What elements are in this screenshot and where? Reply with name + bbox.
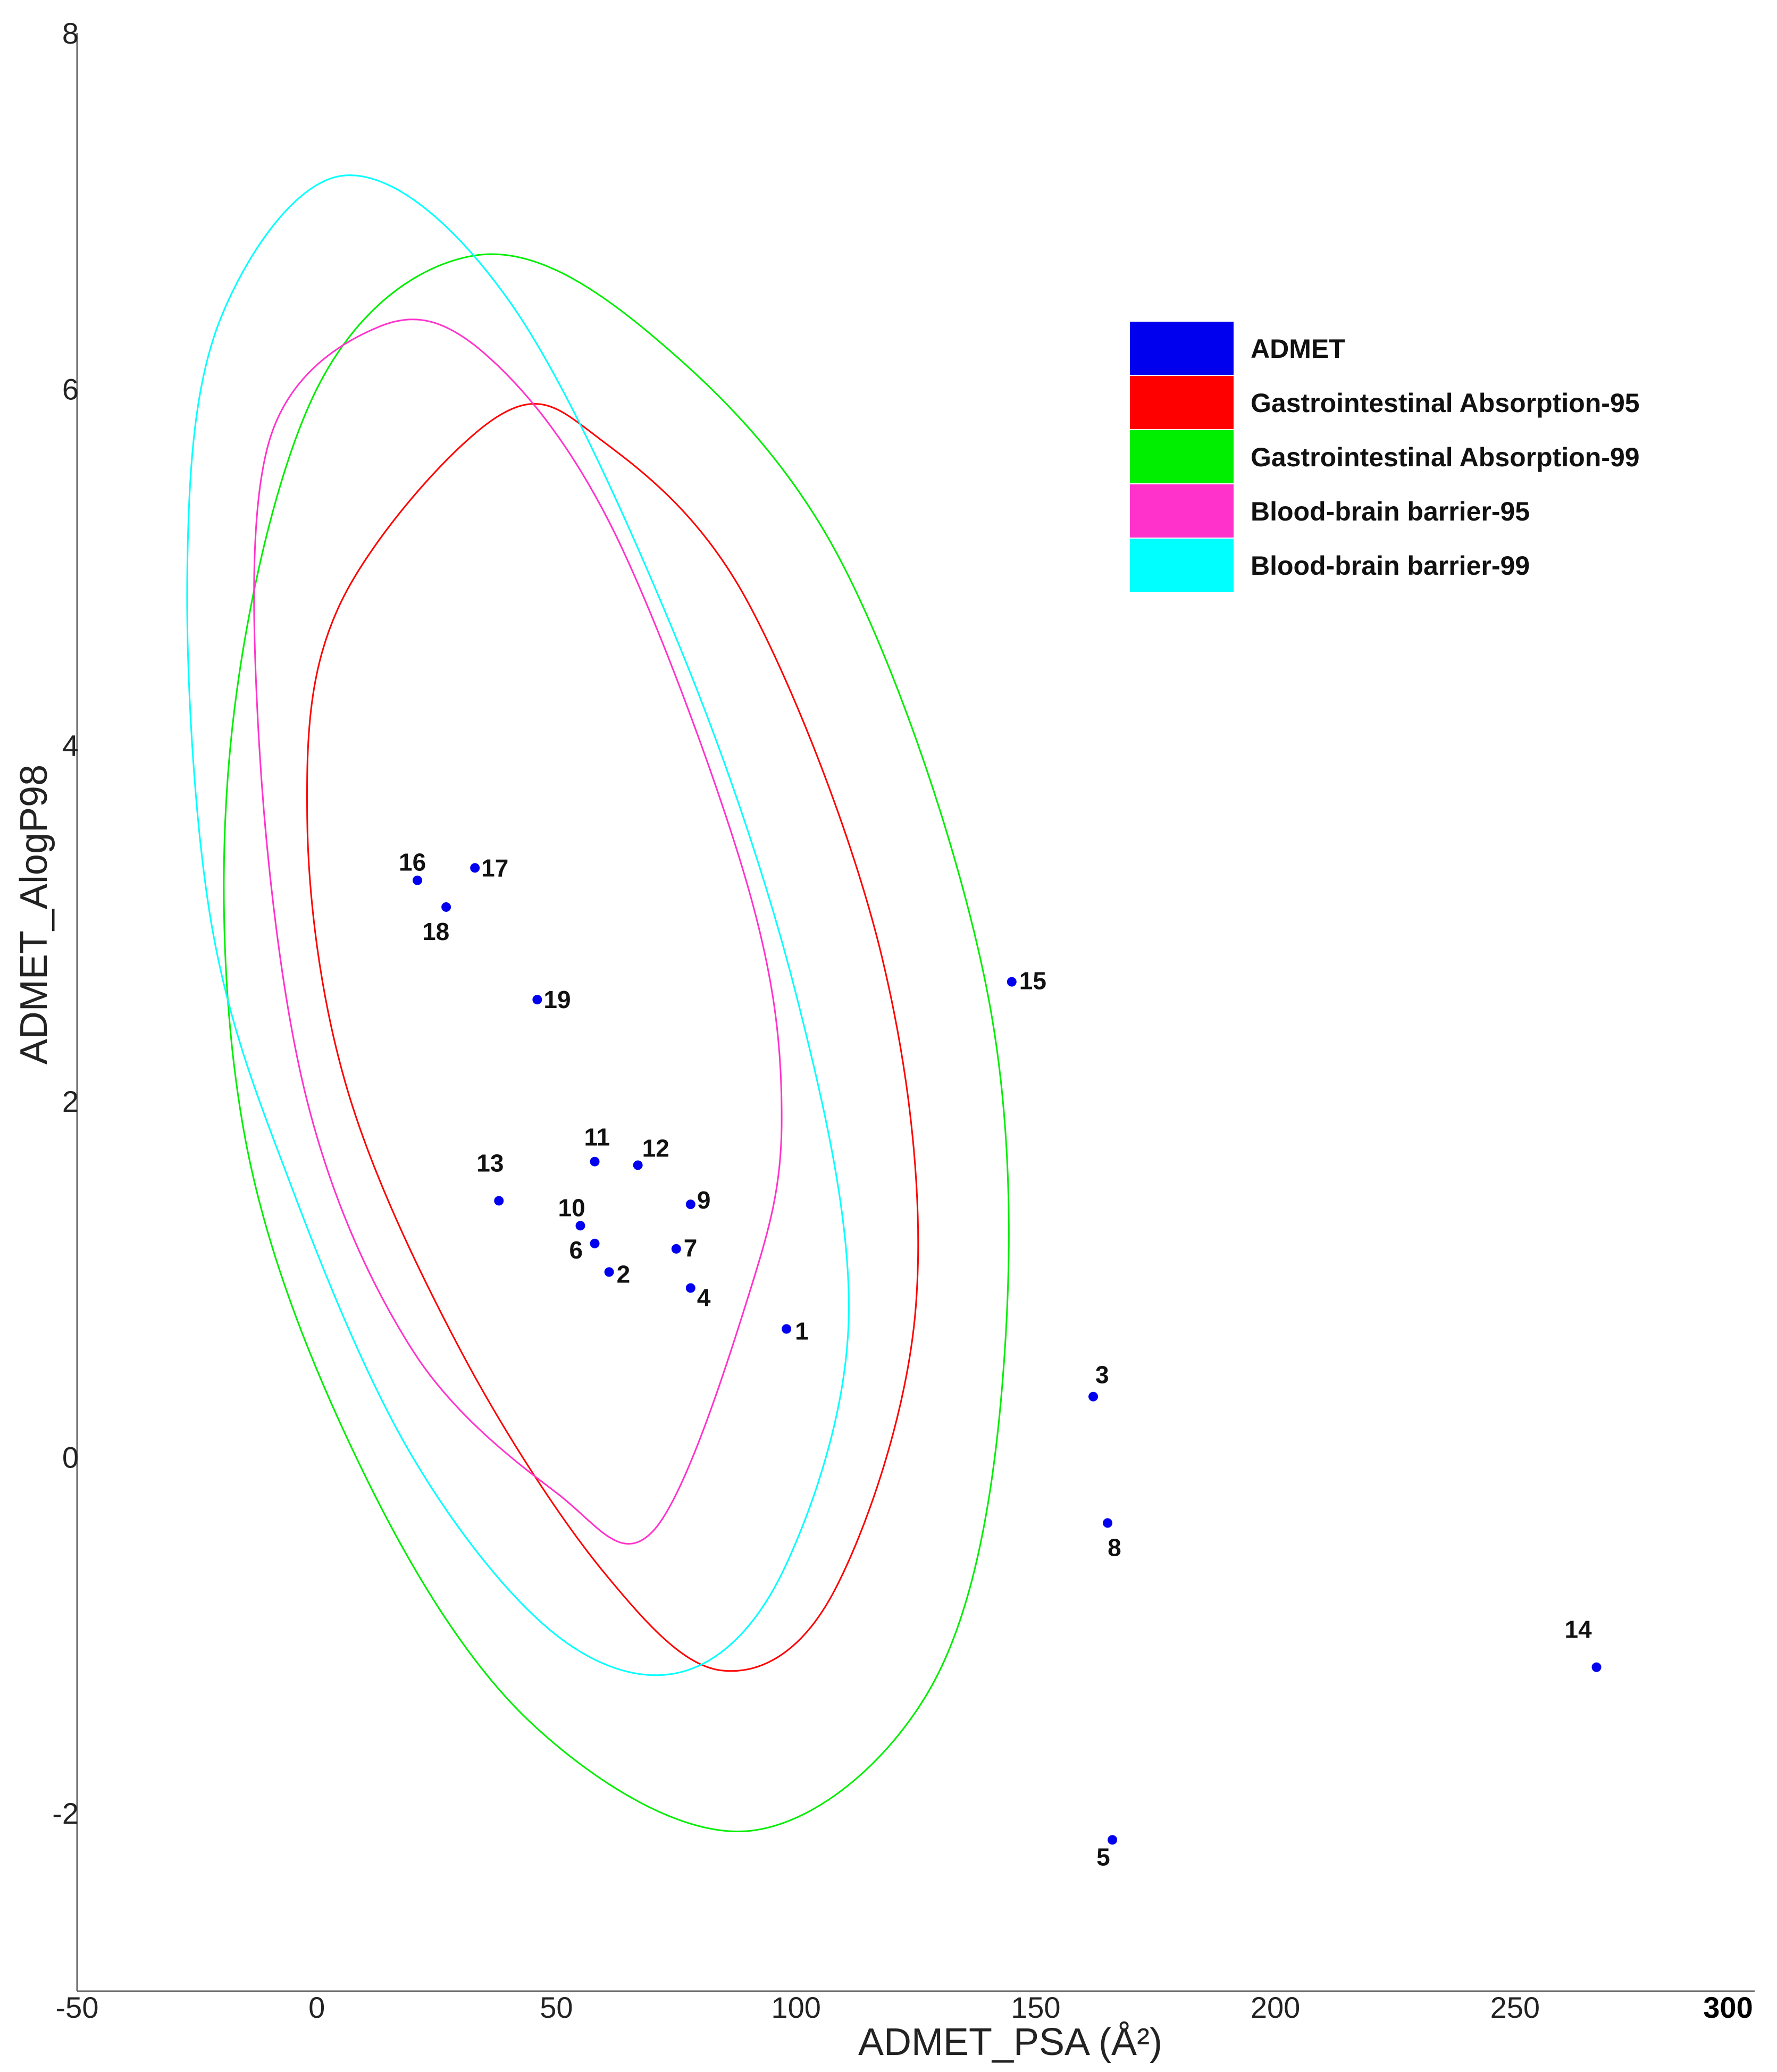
y-tick-label: 6 bbox=[62, 373, 79, 406]
data-point-12 bbox=[633, 1160, 643, 1170]
y-tick-label: 0 bbox=[62, 1441, 79, 1474]
data-point-1 bbox=[782, 1324, 792, 1334]
data-point-label-16: 16 bbox=[399, 849, 426, 876]
ellipse-1 bbox=[306, 402, 919, 1672]
legend-swatch-4 bbox=[1130, 484, 1234, 538]
data-point-label-19: 19 bbox=[543, 986, 571, 1013]
data-point-label-5: 5 bbox=[1096, 1843, 1110, 1870]
x-tick-labels: -50 0 50 100 150 200 250 300 bbox=[56, 1991, 1753, 2024]
legend-label-2: Gastrointestinal Absorption-95 bbox=[1251, 388, 1640, 418]
data-point-label-8: 8 bbox=[1108, 1533, 1121, 1561]
legend-label-4: Blood-brain barrier-95 bbox=[1251, 497, 1530, 526]
data-point-6 bbox=[590, 1238, 600, 1248]
data-point-7 bbox=[671, 1244, 681, 1254]
data-point-label-17: 17 bbox=[481, 854, 508, 882]
data-point-18 bbox=[441, 902, 451, 912]
data-point-label-1: 1 bbox=[795, 1317, 809, 1345]
data-point-19 bbox=[532, 995, 542, 1005]
data-point-label-13: 13 bbox=[476, 1149, 504, 1177]
data-point-5 bbox=[1108, 1835, 1118, 1845]
data-point-10 bbox=[575, 1221, 585, 1231]
y-tick-label: 4 bbox=[62, 728, 79, 762]
x-tick-label: 100 bbox=[771, 1991, 820, 2024]
data-point-11 bbox=[590, 1156, 600, 1167]
data-point-label-11: 11 bbox=[584, 1123, 610, 1151]
x-tick-label: 250 bbox=[1490, 1991, 1540, 2024]
data-point-label-15: 15 bbox=[1019, 967, 1046, 995]
legend-label-1: ADMET bbox=[1251, 334, 1345, 364]
legend-swatch-5 bbox=[1130, 539, 1234, 592]
data-point-label-9: 9 bbox=[697, 1186, 711, 1214]
legend-swatch-1 bbox=[1130, 322, 1234, 375]
ellipse-3 bbox=[253, 318, 783, 1545]
legend-swatch-2 bbox=[1130, 376, 1234, 429]
x-tick-label: 150 bbox=[1011, 1991, 1060, 2024]
ellipses-layer bbox=[186, 174, 1010, 1833]
legend-label-5: Blood-brain barrier-99 bbox=[1251, 551, 1530, 581]
data-point-label-6: 6 bbox=[569, 1236, 583, 1264]
data-point-14 bbox=[1591, 1662, 1602, 1672]
y-tick-labels: -2 0 2 4 6 8 bbox=[52, 16, 79, 1830]
data-point-3 bbox=[1088, 1391, 1099, 1402]
ellipse-4 bbox=[186, 174, 850, 1676]
data-point-15 bbox=[1007, 977, 1017, 987]
legend-label-3: Gastrointestinal Absorption-99 bbox=[1251, 442, 1640, 472]
x-tick-label: 300 bbox=[1703, 1991, 1753, 2024]
y-axis-title: ADMET_AlogP98 bbox=[13, 765, 55, 1064]
x-tick-label: 200 bbox=[1251, 1991, 1300, 2024]
x-tick-label: 0 bbox=[308, 1991, 325, 2024]
legend-swatch-3 bbox=[1130, 430, 1234, 483]
data-point-2 bbox=[604, 1267, 614, 1277]
axes-layer bbox=[76, 33, 1755, 1992]
data-point-16 bbox=[413, 875, 423, 885]
data-point-9 bbox=[685, 1199, 695, 1210]
data-point-label-4: 4 bbox=[697, 1284, 711, 1311]
data-point-label-2: 2 bbox=[617, 1260, 631, 1288]
data-point-label-12: 12 bbox=[642, 1134, 669, 1162]
data-point-label-14: 14 bbox=[1565, 1616, 1592, 1643]
y-tick-label: -2 bbox=[52, 1797, 79, 1830]
data-point-17 bbox=[470, 863, 480, 873]
legend: ADMET Gastrointestinal Absorption-95 Gastr… bbox=[1130, 322, 1640, 592]
y-tick-label: 8 bbox=[62, 16, 79, 50]
data-point-13 bbox=[494, 1196, 504, 1206]
x-tick-label: 50 bbox=[540, 1991, 573, 2024]
data-point-8 bbox=[1103, 1518, 1113, 1528]
x-axis-title: ADMET_PSA (Å²) bbox=[858, 2021, 1162, 2063]
data-point-label-3: 3 bbox=[1095, 1361, 1109, 1389]
data-point-label-7: 7 bbox=[684, 1234, 698, 1262]
data-point-label-18: 18 bbox=[422, 918, 449, 945]
ellipse-2 bbox=[223, 253, 1010, 1833]
data-point-4 bbox=[685, 1283, 695, 1293]
x-tick-label: -50 bbox=[56, 1991, 99, 2024]
data-point-label-10: 10 bbox=[558, 1194, 585, 1221]
y-tick-label: 2 bbox=[62, 1085, 79, 1118]
